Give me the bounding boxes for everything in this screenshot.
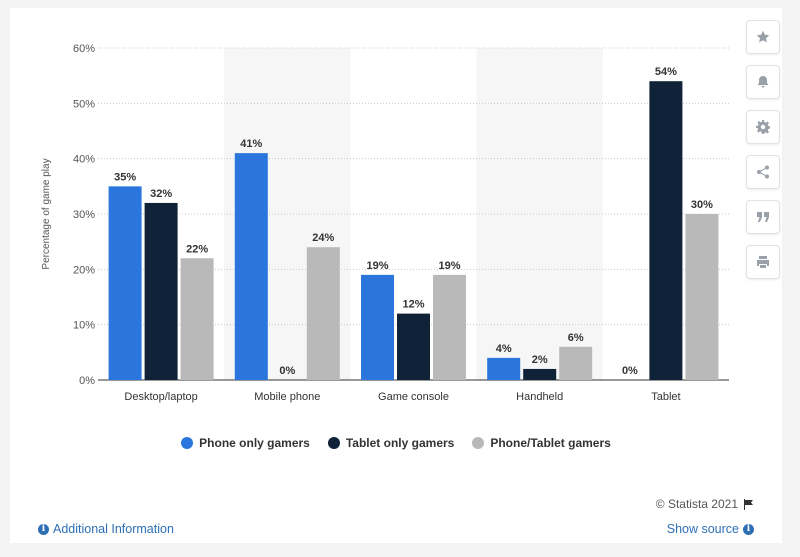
- bar: [487, 357, 521, 380]
- legend-label-phone-only: Phone only gamers: [199, 436, 310, 450]
- info-icon: i: [743, 523, 754, 535]
- bell-icon: [757, 76, 769, 88]
- y-tick-label: 0%: [79, 375, 95, 387]
- notification-button[interactable]: [746, 65, 780, 99]
- show-source-label: Show source: [666, 522, 739, 536]
- legend-item-phone-tablet[interactable]: Phone/Tablet gamers: [472, 436, 611, 450]
- bar: [685, 214, 719, 380]
- x-tick-label: Tablet: [651, 391, 680, 403]
- bar: [361, 274, 394, 380]
- show-source-link[interactable]: Show source i: [667, 522, 754, 536]
- legend-swatch-tablet-only: [327, 437, 340, 449]
- y-tick-label: 20%: [73, 264, 95, 276]
- data-label: 41%: [240, 138, 262, 150]
- quote-icon: [757, 212, 769, 222]
- data-label: 2%: [532, 354, 548, 366]
- bar: [397, 313, 430, 380]
- bar: [649, 81, 683, 380]
- y-tick-label: 50%: [73, 98, 95, 110]
- flag-icon: [744, 498, 753, 510]
- bar: [144, 202, 178, 380]
- legend-label-tablet-only: Tablet only gamers: [345, 436, 455, 450]
- data-label: 12%: [402, 299, 424, 311]
- data-label: 19%: [366, 260, 388, 272]
- y-axis-title: Percentage of game play: [41, 158, 52, 269]
- favorite-button[interactable]: [746, 20, 780, 54]
- x-tick-label: Handheld: [516, 391, 563, 403]
- data-label: 4%: [496, 343, 512, 355]
- share-button[interactable]: [746, 155, 780, 189]
- info-icon: i: [38, 523, 49, 535]
- y-tick-label: 40%: [73, 154, 95, 166]
- settings-button[interactable]: [746, 110, 780, 144]
- cite-button[interactable]: [746, 200, 780, 234]
- bar: [180, 258, 214, 380]
- data-label: 32%: [150, 188, 172, 200]
- bar: [306, 247, 340, 380]
- bar: [559, 346, 593, 380]
- credit-text: © Statista 2021: [655, 497, 738, 511]
- x-tick-label: Desktop/laptop: [124, 391, 197, 403]
- bar: [433, 274, 466, 380]
- legend-item-tablet-only[interactable]: Tablet only gamers: [327, 436, 455, 450]
- x-tick-label: Game console: [378, 391, 449, 403]
- data-label: 6%: [568, 332, 584, 344]
- legend: Phone only gamers Tablet only gamers Pho…: [10, 436, 782, 450]
- y-tick-label: 30%: [73, 209, 95, 221]
- chart-card: 0% 10% 20% 30% 40% 50% 60% Percentage of game p…: [10, 8, 782, 543]
- gear-icon: [756, 120, 770, 134]
- star-icon: [756, 30, 770, 43]
- y-tick-label: 10%: [73, 320, 95, 332]
- statista-credit[interactable]: © Statista 2021: [656, 497, 754, 511]
- data-label: 24%: [312, 232, 334, 244]
- legend-swatch-phone-tablet: [472, 437, 485, 449]
- legend-label-phone-tablet: Phone/Tablet gamers: [490, 436, 611, 450]
- data-label: 30%: [691, 199, 713, 211]
- data-label: 22%: [186, 243, 208, 255]
- data-label: 19%: [438, 260, 460, 272]
- additional-information-label: Additional Information: [53, 522, 174, 536]
- data-label: 54%: [655, 66, 677, 78]
- additional-information-link[interactable]: i Additional Information: [38, 522, 174, 536]
- data-label: 0%: [622, 365, 638, 377]
- x-tick-label: Mobile phone: [254, 391, 320, 403]
- bar: [523, 368, 557, 380]
- data-label: 0%: [279, 365, 295, 377]
- bar-chart: 0% 10% 20% 30% 40% 50% 60% Percentage of game p…: [41, 43, 729, 403]
- side-toolbar: [746, 20, 780, 290]
- data-label: 35%: [114, 171, 136, 183]
- bar: [234, 153, 268, 380]
- print-icon: [757, 256, 769, 268]
- legend-item-phone-only[interactable]: Phone only gamers: [181, 436, 310, 450]
- share-icon: [757, 165, 769, 179]
- legend-swatch-phone-only: [181, 437, 194, 449]
- print-button[interactable]: [746, 245, 780, 279]
- bar: [108, 186, 142, 380]
- y-tick-label: 60%: [73, 43, 95, 55]
